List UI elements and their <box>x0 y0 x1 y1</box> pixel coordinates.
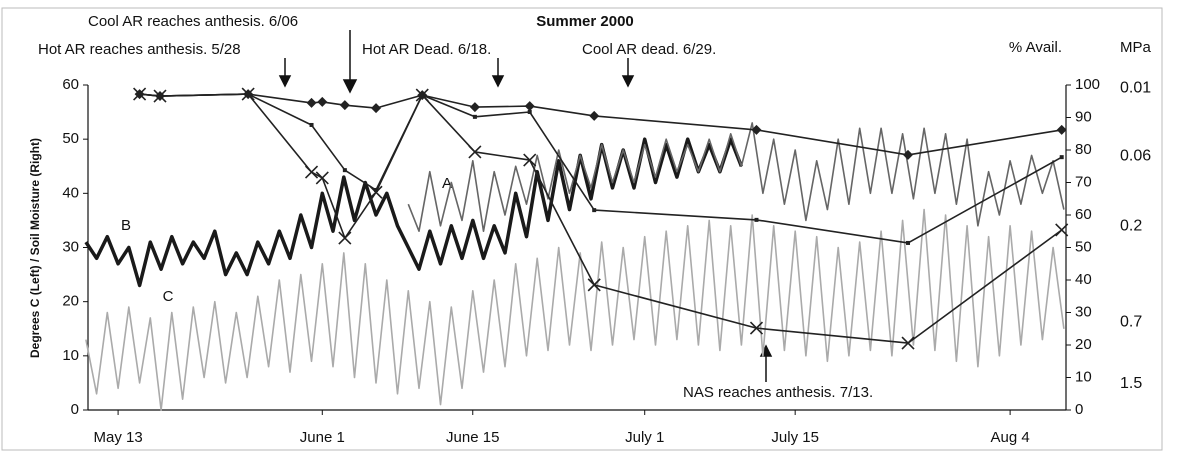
marker-cross <box>1055 223 1069 237</box>
y2-axis-label: % Avail. <box>1009 39 1062 56</box>
marker-cross <box>338 231 352 245</box>
marker-cross <box>153 89 167 103</box>
marker-square <box>754 217 759 222</box>
marker-square <box>527 109 532 114</box>
marker-cross <box>241 87 255 101</box>
y2-tick-label: 60 <box>1075 206 1092 223</box>
arrow-head <box>342 79 358 94</box>
x-tick-label: June 1 <box>300 429 345 446</box>
marker-cross <box>415 88 429 102</box>
y-axis-label: Degrees C (Left) / Soil Moisture (Right) <box>28 138 42 358</box>
y3-axis-label: MPa <box>1120 39 1152 56</box>
marker-square <box>374 187 379 192</box>
frame <box>1 7 1163 451</box>
marker-square <box>592 208 597 213</box>
series-line <box>85 208 1065 411</box>
y2-tick-label: 70 <box>1075 173 1092 190</box>
y2-tick-label: 80 <box>1075 141 1092 158</box>
marker-diamond <box>469 102 480 113</box>
y-tick-label: 0 <box>71 401 79 418</box>
y2-tick-label: 10 <box>1075 368 1092 385</box>
series-line <box>84 137 744 288</box>
marker-square <box>309 122 314 127</box>
marker-square <box>342 168 347 173</box>
marker-cross <box>468 145 482 159</box>
chart-title: Summer 2000 <box>536 13 634 30</box>
series-line <box>139 93 1063 344</box>
series-line <box>407 122 1065 232</box>
marker-diamond <box>903 149 914 160</box>
y3-tick-label: 0.7 <box>1120 313 1142 330</box>
y-tick-label: 40 <box>62 184 79 201</box>
annotation: A <box>442 175 452 192</box>
annotation: Hot AR reaches anthesis. 5/28 <box>38 41 241 58</box>
marker-square <box>906 240 911 245</box>
x-tick-label: May 13 <box>93 429 142 446</box>
marker-cross <box>369 185 383 199</box>
y3-tick-label: 1.5 <box>1120 375 1142 392</box>
marker-diamond <box>371 103 382 114</box>
annotation: B <box>121 217 131 234</box>
annotation: Cool AR reaches anthesis. 6/06 <box>88 13 298 30</box>
marker-cross <box>523 153 537 167</box>
marker-cross <box>587 278 601 292</box>
x-tick-label: June 15 <box>446 429 499 446</box>
y-tick-label: 60 <box>62 76 79 93</box>
y2-tick-label: 90 <box>1075 108 1092 125</box>
marker-cross <box>749 321 764 335</box>
annotation: Hot AR Dead. 6/18. <box>362 41 491 58</box>
marker-diamond <box>751 124 762 135</box>
y-tick-label: 20 <box>62 293 79 310</box>
y2-tick-label: 30 <box>1075 303 1092 320</box>
y3-tick-label: 0.01 <box>1120 79 1151 96</box>
y-tick-label: 10 <box>62 347 79 364</box>
marker-square <box>472 114 477 119</box>
y2-tick-label: 50 <box>1075 238 1092 255</box>
y2-tick-label: 100 <box>1075 76 1100 93</box>
marker-diamond <box>306 97 317 108</box>
y3-tick-label: 0.06 <box>1120 148 1151 165</box>
y3-tick-label: 0.2 <box>1120 217 1142 234</box>
arrow-head <box>621 75 635 88</box>
x-tick-label: July 15 <box>771 429 819 446</box>
marker-square <box>1059 155 1064 160</box>
y2-tick-label: 0 <box>1075 401 1083 418</box>
marker-diamond <box>1056 124 1067 135</box>
y-tick-label: 50 <box>62 130 79 147</box>
marker-cross <box>901 336 915 350</box>
x-tick-label: Aug 4 <box>991 429 1030 446</box>
annotation: C <box>163 288 174 305</box>
y-tick-label: 30 <box>62 238 79 255</box>
marker-diamond <box>589 110 600 121</box>
marker-diamond <box>339 100 350 111</box>
series-line <box>139 93 1062 156</box>
annotation: NAS reaches anthesis. 7/13. <box>683 384 873 401</box>
annotation: Cool AR dead. 6/29. <box>582 41 716 58</box>
marker-cross <box>304 165 319 179</box>
x-tick-label: July 1 <box>625 429 664 446</box>
arrow-head <box>278 75 292 88</box>
y2-tick-label: 40 <box>1075 271 1092 288</box>
arrow-head <box>491 75 505 88</box>
marker-diamond <box>317 96 328 107</box>
y2-tick-label: 20 <box>1075 336 1092 353</box>
marker-diamond <box>524 101 535 112</box>
marker-cross <box>315 171 329 185</box>
marker-cross <box>133 87 147 101</box>
